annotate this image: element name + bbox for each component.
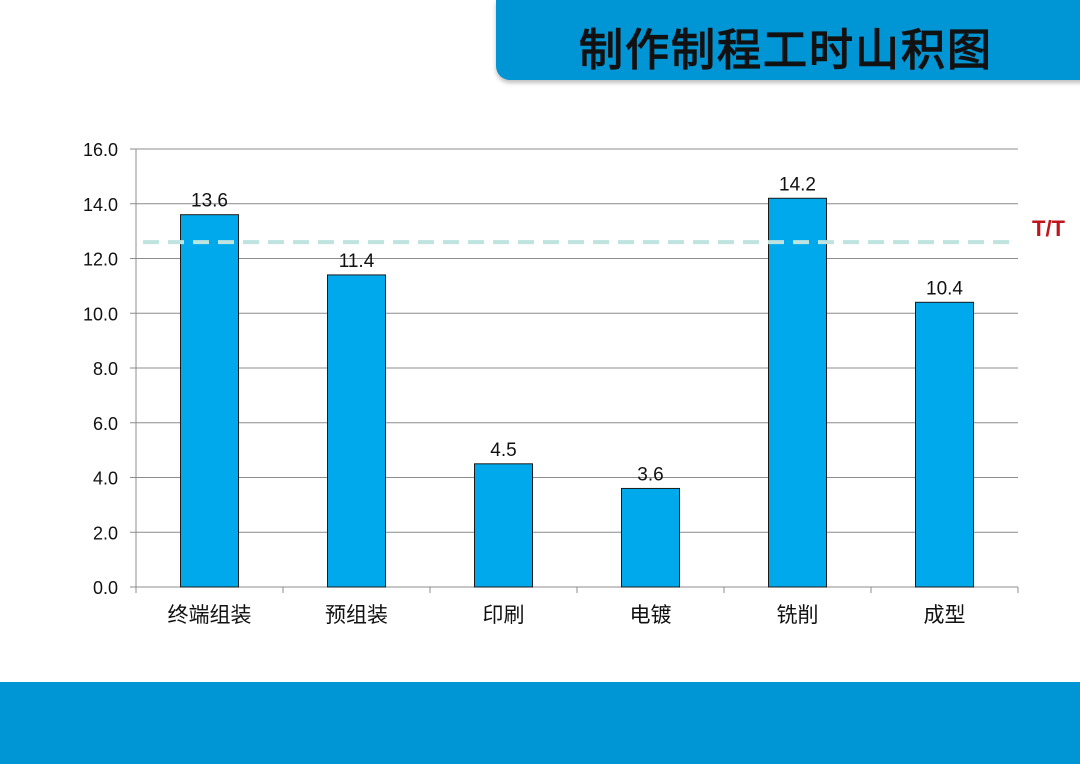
bar [915,301,974,588]
y-tick-label: 4.0 [93,469,118,489]
category-label: 预组装 [325,603,388,627]
y-tick-label: 8.0 [93,359,118,379]
bar [768,197,827,588]
y-tick-label: 0.0 [93,578,118,598]
takt-time-label: T/T [1032,216,1066,241]
bar-chart: 0.0 2.0 4.0 6.0 8.0 10.0 12.0 14.0 16.0 13.6 终端组装 1… [83,140,1066,627]
data-label: 10.4 [926,278,963,299]
y-tick-label: 10.0 [83,304,118,324]
title-banner: 制作制程工时山积图 [496,0,1080,80]
y-tick-label: 2.0 [93,523,118,543]
page-title: 制作制程工时山积图 [579,25,993,76]
category-label: 铣削 [777,603,819,627]
bar [621,487,680,588]
bar [180,214,239,588]
data-label: 14.2 [779,174,816,195]
bottom-band [0,682,1080,764]
y-tick-label: 16.0 [83,140,118,160]
y-tick-label: 6.0 [93,414,118,434]
y-tick-label: 12.0 [83,250,118,270]
data-label: 3.6 [637,464,663,485]
category-label: 终端组装 [168,603,252,627]
data-label: 11.4 [339,251,375,272]
category-label: 成型 [924,603,966,627]
y-tick-label: 14.0 [83,195,118,215]
data-label: 13.6 [191,191,228,212]
category-label: 印刷 [483,603,525,627]
bar [327,274,386,588]
category-label: 电镀 [630,603,672,627]
data-label: 4.5 [490,440,516,461]
bar [474,463,533,588]
